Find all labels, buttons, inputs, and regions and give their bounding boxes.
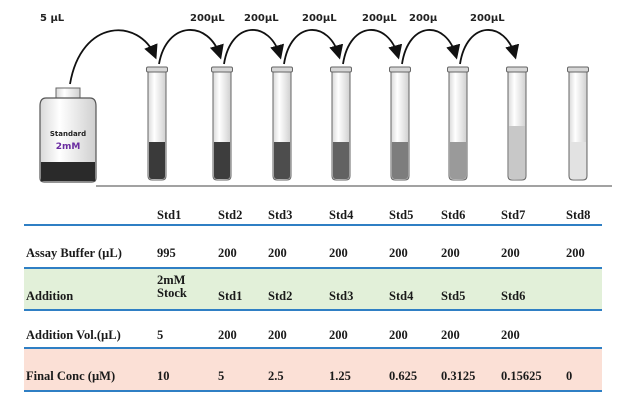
table-cell: 10	[157, 369, 170, 383]
test-tube-std8	[567, 66, 589, 181]
table-cell: 200	[329, 328, 348, 342]
transfer-arrows	[69, 29, 520, 85]
test-tube-std7	[506, 66, 528, 181]
table-cell: Std3	[329, 289, 354, 303]
table-cell: 200	[389, 246, 408, 260]
table-cell: Std6	[501, 289, 526, 303]
table-cell: Std2	[268, 289, 293, 303]
tube-liquid	[274, 142, 290, 179]
table-rule	[24, 224, 602, 226]
table-cell: 995	[157, 246, 176, 260]
table-cell: 200	[566, 246, 585, 260]
table-cell: 200	[329, 246, 348, 260]
column-header-std4: Std4	[329, 208, 354, 222]
table-cell: 1.25	[329, 369, 351, 383]
test-tube-std3	[271, 66, 293, 181]
transfer-arrow	[342, 29, 403, 65]
bottle-concentration: 2mM	[56, 142, 81, 152]
table-cell: 200	[501, 328, 520, 342]
column-header-std2: Std2	[218, 208, 243, 222]
dilution-table: Std1 Std2 Std3 Std4 Std5 Std6 Std7 Std8 Assay Bu…	[0, 190, 626, 402]
tube-liquid	[450, 142, 466, 179]
table-cell: Std5	[441, 289, 466, 303]
test-tubes	[146, 66, 589, 181]
transfer-volume-label: 200µL	[190, 13, 225, 24]
tube-liquid	[333, 142, 349, 179]
table-cell: 5	[157, 328, 164, 342]
transfer-arrow	[459, 29, 520, 65]
table-cell: 200	[268, 246, 287, 260]
table-cell: 200	[441, 246, 460, 260]
column-header-std3: Std3	[268, 208, 293, 222]
row-label: Assay Buffer (µL)	[26, 246, 122, 260]
row-label: Final Conc (µM)	[26, 369, 116, 383]
table-cell: 2.5	[268, 369, 284, 383]
table-cell: 200	[441, 328, 460, 342]
transfer-arrow	[158, 29, 224, 65]
transfer-arrow	[401, 29, 461, 65]
column-header-std5: Std5	[389, 208, 414, 222]
table-cell: 200	[218, 246, 237, 260]
transfer-arrow	[223, 29, 285, 65]
test-tube-std6	[447, 66, 469, 181]
transfer-arrow	[283, 29, 344, 65]
row-label: Addition	[26, 289, 74, 303]
transfer-volume-label: 200µL	[302, 13, 337, 24]
table-cell: 200	[501, 246, 520, 260]
table-rule	[24, 309, 602, 311]
tube-liquid	[509, 126, 525, 179]
table-cell: 0.3125	[441, 369, 476, 383]
table-cell: 200	[218, 328, 237, 342]
column-header-std1: Std1	[157, 208, 182, 222]
table-cell: 0.15625	[501, 369, 542, 383]
table-rule	[24, 347, 602, 349]
table-cell: 200	[389, 328, 408, 342]
transfer-volume-label: 200µL	[470, 13, 505, 24]
tube-liquid	[214, 142, 230, 179]
table-cell: Std4	[389, 289, 414, 303]
row-label: Addition Vol.(µL)	[26, 328, 121, 342]
column-header-std7: Std7	[501, 208, 526, 222]
table-cell: 0.625	[389, 369, 418, 383]
tube-liquid	[392, 142, 408, 179]
test-tube-std4	[330, 66, 352, 181]
transfer-volume-label: 200µL	[244, 13, 279, 24]
transfer-volume-label: 5 µL	[40, 13, 65, 24]
addition-row-band	[24, 268, 602, 309]
table-cell: 5	[218, 369, 225, 383]
table-cell: Std1	[218, 289, 243, 303]
transfer-labels: 5 µL 200µL 200µL 200µL 200µL 200µ 200µL	[40, 13, 505, 24]
tube-liquid	[570, 142, 586, 179]
bottle-label: Standard	[50, 130, 86, 138]
table-rule	[24, 390, 602, 392]
transfer-arrow	[69, 29, 158, 85]
table-cell: 0	[566, 369, 573, 383]
column-header-std6: Std6	[441, 208, 466, 222]
test-tube-std2	[211, 66, 233, 181]
test-tube-std5	[389, 66, 411, 181]
table-cell: 200	[268, 328, 287, 342]
tube-liquid	[149, 142, 165, 179]
test-tube-std1	[146, 66, 168, 181]
serial-dilution-diagram: 5 µL 200µL 200µL 200µL 200µL 200µ 200µL Standa…	[39, 13, 612, 187]
table-rule	[24, 267, 602, 269]
transfer-volume-label: 200µ	[409, 13, 438, 24]
final-conc-row-band	[24, 348, 602, 390]
transfer-volume-label: 200µL	[362, 13, 397, 24]
table-cell: 2mM Stock	[157, 273, 187, 300]
column-header-std8: Std8	[566, 208, 591, 222]
standard-bottle: Standard 2mM	[39, 87, 97, 183]
